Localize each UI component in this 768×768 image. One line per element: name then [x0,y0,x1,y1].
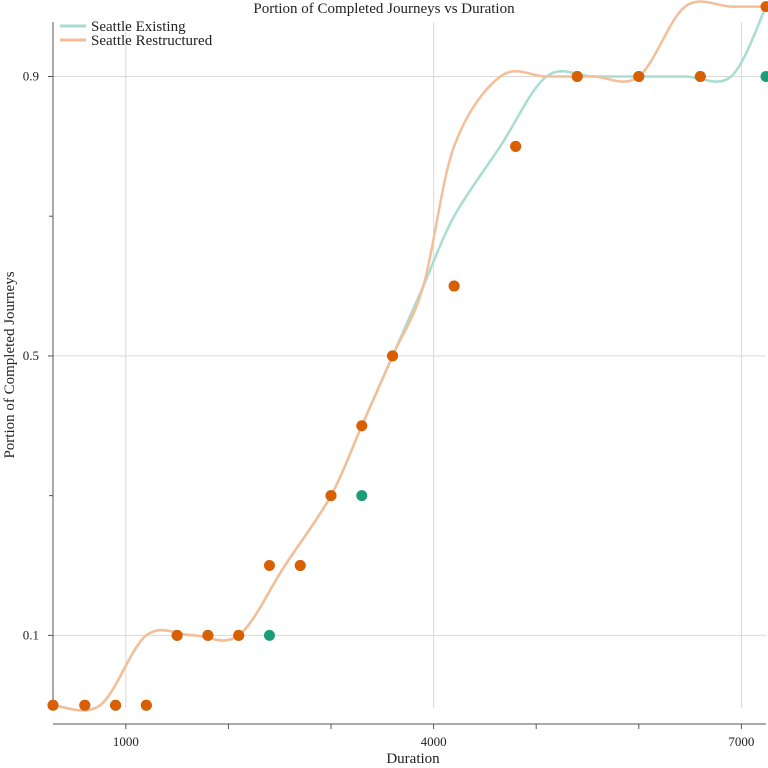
legend-label-series-1: Seattle Existing [91,19,186,35]
y-tick-label: 0.1 [23,627,39,642]
data-point-series-2 [263,559,275,571]
y-tick-label: 0.9 [23,68,39,83]
data-point-series-2 [694,70,706,82]
y-tick-label: 0.5 [23,348,39,363]
chart-title: Portion of Completed Journeys vs Duratio… [253,1,515,17]
ticks: 1000 4000 7000 0.1 0.5 0.9 [23,68,755,749]
x-tick-label: 1000 [113,734,139,749]
x-tick-label: 7000 [728,734,754,749]
data-point-series-2 [325,490,337,502]
data-point-series-2 [571,70,583,82]
data-point-series-1 [263,629,275,641]
data-point-series-1 [356,490,368,502]
data-point-series-2 [79,699,91,711]
grid [53,22,766,708]
data-point-series-2 [510,140,522,152]
fit-line-series-1 [52,6,768,712]
y-axis-label: Portion of Completed Journeys [2,271,18,458]
data-point-series-2 [202,629,214,641]
data-point-series-2 [356,420,368,432]
data-point-series-2 [387,350,399,362]
data-point-series-2 [294,559,306,571]
data-point-series-2 [110,699,122,711]
data-point-series-2 [47,699,59,711]
data-point-series-2 [448,280,460,292]
legend-label-series-2: Seattle Restructured [91,33,213,49]
data-point-series-2 [633,70,645,82]
data-point-series-1 [760,70,768,82]
x-axis-label: Duration [386,751,440,767]
data-point-series-2 [171,629,183,641]
data-point-series-2 [233,629,245,641]
data-points [47,1,768,711]
data-point-series-2 [760,1,768,13]
x-tick-label: 4000 [421,734,447,749]
data-point-series-2 [140,699,152,711]
axes [52,22,766,725]
